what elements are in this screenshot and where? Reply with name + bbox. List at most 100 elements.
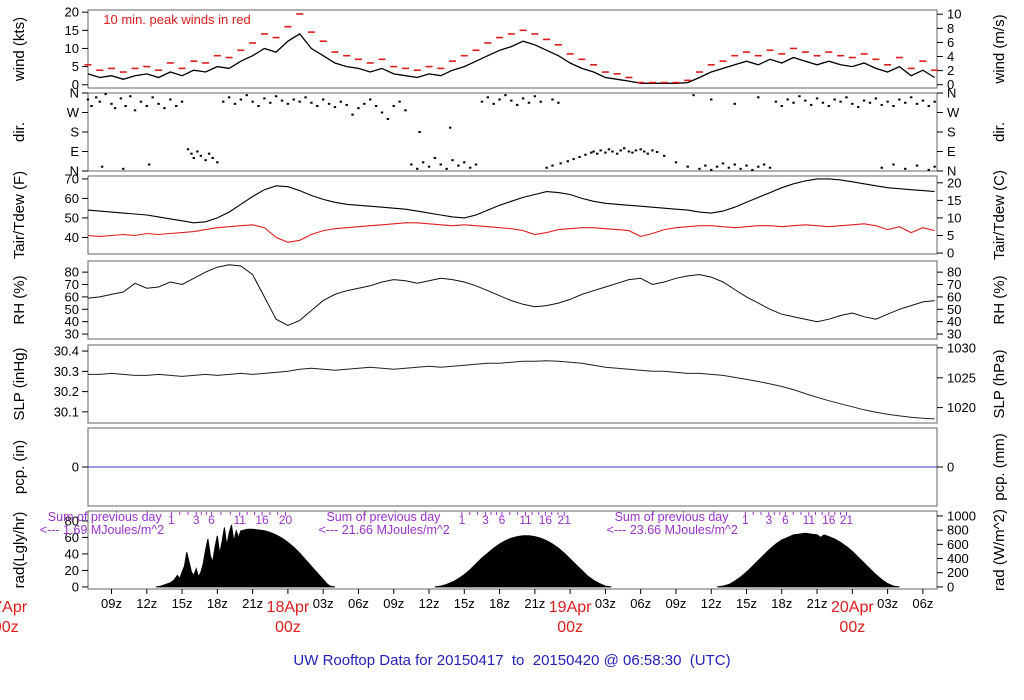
panel-frame (87, 344, 938, 424)
tick-label-left: 40 (65, 314, 79, 329)
series-wind-peak-kts (84, 13, 939, 84)
axis-title-left-rh: RH (%) (11, 275, 28, 324)
x-date-label: 20Apr (831, 599, 874, 616)
tick-label-right: 4 (947, 49, 954, 64)
axis-title-left-rad: rad(Lgly/hr) (11, 512, 28, 589)
x-tick-label: 21z (242, 596, 263, 611)
axis-title-right-slp: SLP (hPa) (991, 350, 1008, 419)
rad-hour-marks-day3: 1 3 6 11 16 21 (742, 512, 853, 527)
svg-text:1: 1 (168, 513, 175, 527)
tick-label-left: 15 (65, 23, 79, 38)
tick-label-right: 0 (947, 460, 954, 475)
svg-text:1: 1 (742, 513, 749, 527)
tick-label-left: 60 (65, 191, 79, 206)
series-slp-inhg (88, 360, 935, 420)
axis-title-right-pcp: pcp. (mm) (991, 433, 1008, 501)
svg-text:<--- 1.69 MJoules/m^2: <--- 1.69 MJoules/m^2 (40, 523, 164, 537)
svg-text:21: 21 (558, 513, 572, 527)
x-date-label-hour: 00z (839, 619, 865, 636)
tick-label-left: 80 (65, 265, 79, 280)
x-tick-label: 12z (136, 596, 157, 611)
series-solar-rad-day1 (156, 524, 335, 588)
tick-label-right: 10 (947, 7, 961, 22)
axis-title-left-temperature: Tair/Tdew (F) (11, 171, 28, 259)
panel-frame (87, 510, 938, 590)
tick-label-left: 40 (65, 546, 79, 561)
series-solar-rad-day3 (717, 532, 900, 588)
svg-text:1: 1 (459, 513, 466, 527)
tick-label-left: 10 (65, 41, 79, 56)
tick-label-left: N (70, 164, 79, 179)
svg-text:11: 11 (519, 513, 532, 527)
svg-text:11: 11 (233, 513, 246, 527)
tick-label-right: 2 (947, 63, 954, 78)
x-date-label-hour: 00z (275, 619, 301, 636)
tick-label-left: 30.4 (54, 344, 79, 359)
x-tick-label: 06z (630, 596, 651, 611)
tick-label-left: 5 (72, 59, 79, 74)
x-tick-label: 09z (101, 596, 122, 611)
series-rh-percent (87, 264, 935, 326)
tick-label-left: 50 (65, 302, 79, 317)
svg-text:3: 3 (766, 513, 773, 527)
tick-label-right: N (947, 86, 956, 101)
sum-annotation-1: Sum of previous day<--- 1.69 MJoules/m^2 (40, 510, 164, 537)
tick-label-right: 800 (947, 523, 969, 538)
svg-text:6: 6 (499, 513, 506, 527)
x-tick-label: 18z (771, 596, 792, 611)
peak-wind-note: 10 min. peak winds in red (103, 12, 250, 27)
x-tick-label: 06z (348, 596, 369, 611)
tick-label-right: 1025 (947, 370, 976, 385)
tick-label-right: 60 (947, 289, 961, 304)
tick-label-left: 50 (65, 210, 79, 225)
x-date-label-hour: 00z (557, 619, 583, 636)
panel-frame (87, 175, 938, 255)
svg-text:6: 6 (208, 513, 215, 527)
series-wind-avg-kts (87, 33, 935, 84)
x-tick-label: 09z (383, 596, 404, 611)
tick-label-right: N (947, 164, 956, 179)
svg-text:Sum of previous day: Sum of previous day (48, 510, 163, 524)
panel-frame (87, 260, 938, 340)
tick-label-right: 1020 (947, 400, 976, 415)
tick-label-right: 0 (947, 579, 954, 594)
series-tair-f (87, 178, 935, 224)
svg-text:16: 16 (539, 513, 553, 527)
tick-label-left: 60 (65, 289, 79, 304)
x-tick-label: 18z (489, 596, 510, 611)
tick-label-right: 50 (947, 302, 961, 317)
svg-text:16: 16 (255, 513, 269, 527)
tick-label-right: 400 (947, 551, 969, 566)
axis-title-right-rad: rad (W/m^2) (991, 509, 1008, 591)
x-tick-label: 15z (172, 596, 193, 611)
x-date-label: 19Apr (549, 599, 592, 616)
svg-text:21: 21 (840, 513, 854, 527)
tick-label-left: 30.2 (54, 384, 79, 399)
tick-label-right: 0 (947, 77, 954, 92)
svg-text:6: 6 (782, 513, 789, 527)
panel-frame (87, 9, 938, 89)
tick-label-left: 20 (65, 5, 79, 20)
tick-label-left: 70 (65, 171, 79, 186)
tick-label-right: 20 (947, 175, 961, 190)
series-tdew-f (87, 222, 935, 243)
x-tick-label: 15z (454, 596, 475, 611)
x-tick-label: 12z (701, 596, 722, 611)
tick-label-right: 0 (947, 246, 954, 261)
tick-label-left: S (70, 125, 79, 140)
tick-label-right: 600 (947, 537, 969, 552)
sum-annotation-3: Sum of previous day<--- 23.66 MJoules/m^… (607, 510, 738, 537)
panel-slp: 30.1 30.2 30.3 30.4 1020 1025 1030 SLP (inHg) SL… (11, 340, 1008, 424)
x-tick-label: 18z (207, 596, 228, 611)
tick-label-right: 5 (947, 228, 954, 243)
tick-label-right: E (947, 144, 956, 159)
tick-label-right: W (947, 105, 960, 120)
svg-text:16: 16 (822, 513, 836, 527)
tick-label-right: 30 (947, 327, 961, 342)
x-tick-label: 09z (665, 596, 686, 611)
svg-text:<--- 23.66 MJoules/m^2: <--- 23.66 MJoules/m^2 (607, 523, 738, 537)
